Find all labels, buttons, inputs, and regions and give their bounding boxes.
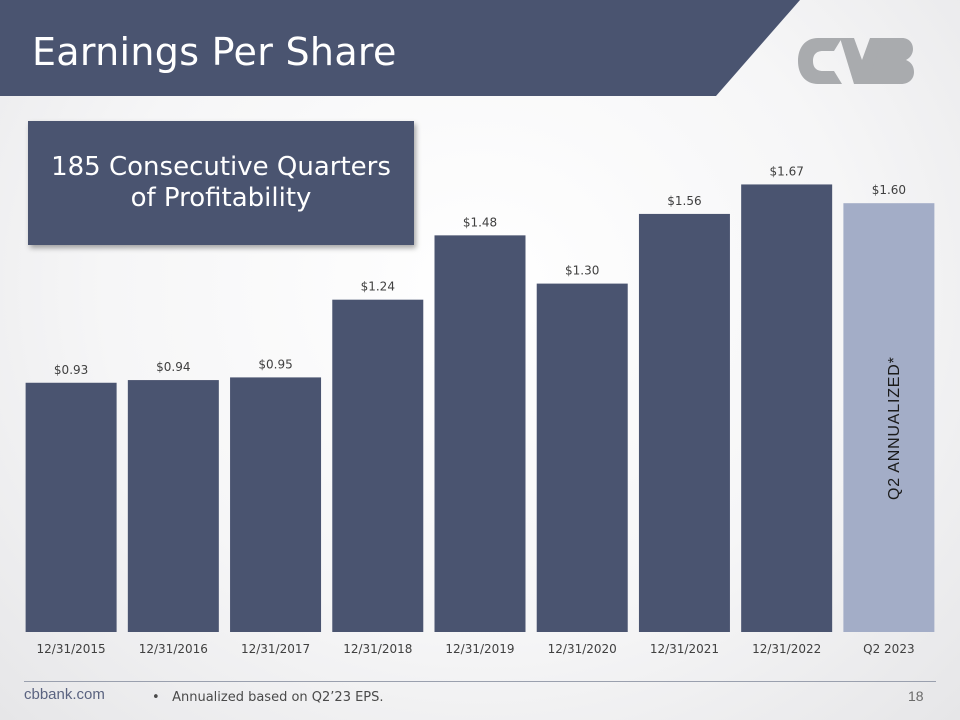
- q2-annualized-annotation: Q2 ANNUALIZED*: [886, 356, 903, 500]
- footer-footnote: • Annualized based on Q2’23 EPS.: [152, 690, 384, 705]
- callout-line-1: 185 Consecutive Quarters: [51, 152, 391, 183]
- category-label-8: 12/31/2022: [752, 642, 821, 656]
- profitability-callout: 185 Consecutive Quarters of Profitabilit…: [28, 121, 414, 245]
- data-label-9: $1.60: [872, 183, 906, 197]
- bar-4: [332, 299, 424, 632]
- cvb-logo-icon: [798, 38, 914, 84]
- data-label-1: $0.93: [54, 363, 88, 377]
- title-banner: [0, 0, 800, 96]
- callout-line-2: of Profitability: [130, 183, 312, 213]
- category-label-6: 12/31/2020: [548, 642, 617, 656]
- bar-3: [230, 377, 322, 632]
- page-number: 18: [908, 688, 924, 704]
- data-label-2: $0.94: [156, 360, 190, 374]
- data-label-3: $0.95: [258, 357, 292, 371]
- data-label-7: $1.56: [667, 194, 701, 208]
- bar-2: [127, 380, 219, 632]
- data-label-4: $1.24: [361, 280, 395, 294]
- bar-5: [434, 235, 526, 633]
- category-label-5: 12/31/2019: [445, 642, 514, 656]
- data-label-8: $1.67: [769, 164, 803, 178]
- bar-7: [638, 213, 730, 633]
- data-label-6: $1.30: [565, 264, 599, 278]
- category-label-2: 12/31/2016: [139, 642, 208, 656]
- category-label-3: 12/31/2017: [241, 642, 310, 656]
- category-label-1: 12/31/2015: [37, 642, 106, 656]
- bar-1: [25, 382, 117, 632]
- bar-8: [741, 184, 833, 632]
- bar-9: [843, 203, 935, 632]
- footnote-bullet: •: [152, 690, 160, 705]
- footer-website: cbbank.com: [24, 686, 105, 703]
- bar-6: [536, 283, 628, 632]
- category-label-7: 12/31/2021: [650, 642, 719, 656]
- data-label-5: $1.48: [463, 215, 497, 229]
- footer-divider: [24, 681, 936, 682]
- page-title: Earnings Per Share: [32, 30, 397, 74]
- category-label-4: 12/31/2018: [343, 642, 412, 656]
- footnote-text: Annualized based on Q2’23 EPS.: [172, 690, 384, 705]
- category-label-9: Q2 2023: [863, 642, 914, 656]
